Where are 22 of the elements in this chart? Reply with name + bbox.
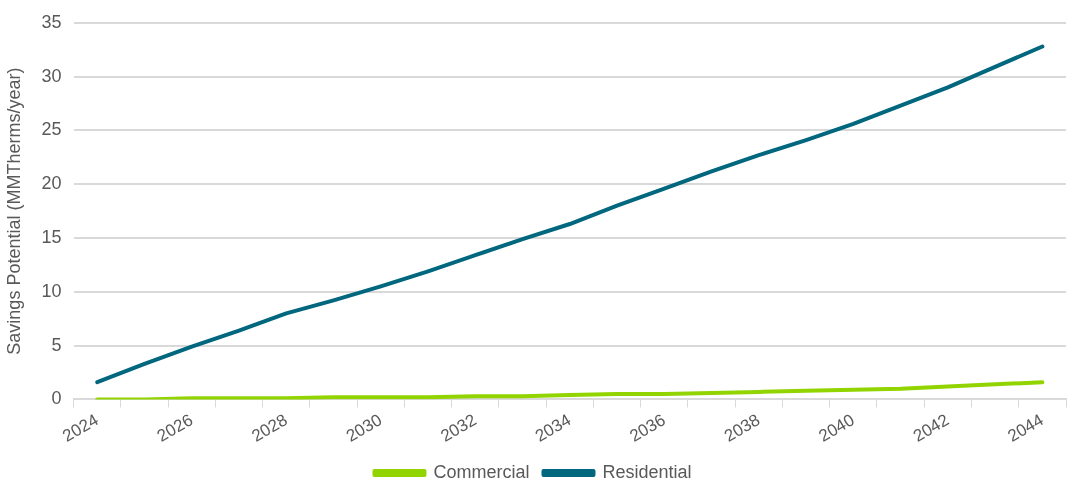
x-tick-label: 2026 (153, 410, 197, 446)
y-tick-label: 0 (51, 388, 62, 409)
y-tick-label: 10 (41, 280, 62, 301)
y-axis-title: Savings Potential (MMTherms/year) (3, 67, 24, 355)
x-tick-label: 2038 (720, 410, 764, 446)
y-tick-label: 35 (41, 11, 62, 32)
legend-label: Commercial (433, 461, 530, 482)
y-tick-label: 20 (41, 173, 62, 194)
x-tick-label: 2040 (815, 410, 858, 446)
y-tick-label: 30 (41, 65, 62, 86)
y-tick-label: 25 (41, 119, 62, 140)
x-tick-label: 2042 (909, 410, 953, 446)
x-tick-label: 2044 (1004, 410, 1047, 446)
x-tick-label: 2036 (626, 410, 669, 446)
x-tick-label: 2028 (248, 410, 291, 446)
y-tick-label: 15 (41, 226, 62, 247)
x-tick-label: 2034 (531, 410, 575, 446)
x-tick-label: 2030 (342, 410, 386, 446)
x-tick-label: 2032 (437, 410, 480, 446)
legend-label: Residential (602, 461, 692, 482)
y-tick-label: 5 (51, 334, 62, 355)
x-tick-label: 2024 (59, 410, 102, 446)
